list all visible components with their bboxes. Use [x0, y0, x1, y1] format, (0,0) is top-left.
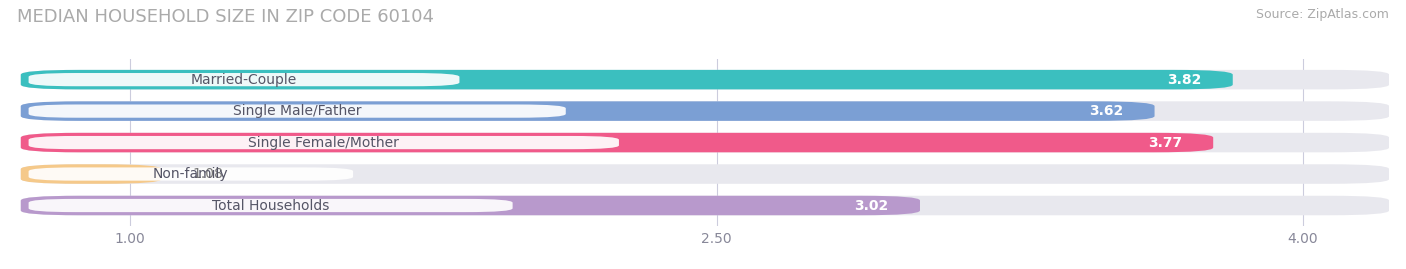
FancyBboxPatch shape — [21, 70, 1233, 89]
Text: Married-Couple: Married-Couple — [191, 73, 297, 87]
FancyBboxPatch shape — [28, 136, 619, 149]
Text: MEDIAN HOUSEHOLD SIZE IN ZIP CODE 60104: MEDIAN HOUSEHOLD SIZE IN ZIP CODE 60104 — [17, 8, 434, 26]
FancyBboxPatch shape — [21, 133, 1389, 152]
Text: Total Households: Total Households — [212, 199, 329, 213]
FancyBboxPatch shape — [21, 70, 1389, 89]
FancyBboxPatch shape — [28, 199, 513, 212]
Text: Source: ZipAtlas.com: Source: ZipAtlas.com — [1256, 8, 1389, 21]
FancyBboxPatch shape — [28, 167, 353, 181]
Text: Non-family: Non-family — [153, 167, 229, 181]
FancyBboxPatch shape — [21, 101, 1154, 121]
FancyBboxPatch shape — [21, 101, 1389, 121]
FancyBboxPatch shape — [21, 164, 1389, 184]
FancyBboxPatch shape — [21, 164, 162, 184]
FancyBboxPatch shape — [28, 73, 460, 86]
FancyBboxPatch shape — [21, 196, 920, 215]
Text: 1.08: 1.08 — [193, 167, 224, 181]
Text: 3.62: 3.62 — [1090, 104, 1123, 118]
Text: 3.82: 3.82 — [1167, 73, 1202, 87]
FancyBboxPatch shape — [21, 196, 1389, 215]
Text: Single Female/Mother: Single Female/Mother — [249, 136, 399, 150]
FancyBboxPatch shape — [28, 104, 565, 118]
Text: Single Male/Father: Single Male/Father — [233, 104, 361, 118]
Text: 3.02: 3.02 — [855, 199, 889, 213]
FancyBboxPatch shape — [21, 133, 1213, 152]
Text: 3.77: 3.77 — [1147, 136, 1182, 150]
